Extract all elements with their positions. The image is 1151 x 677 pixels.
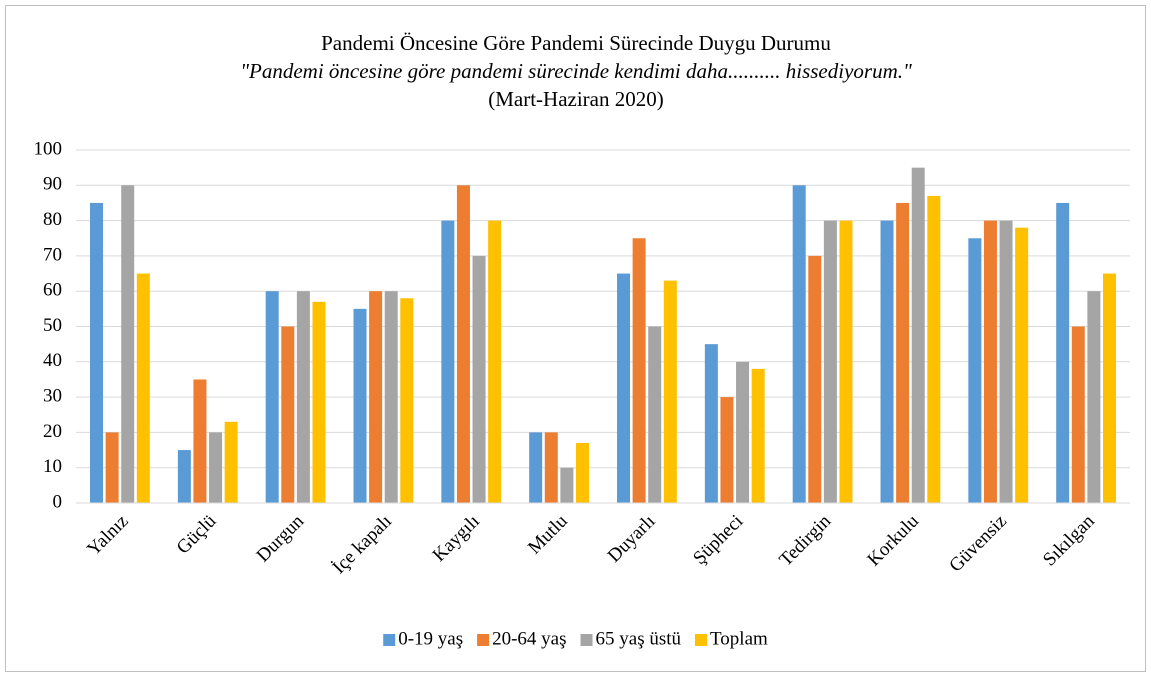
bar (488, 220, 502, 503)
bar (224, 421, 238, 503)
bar (663, 280, 677, 503)
bar (823, 220, 837, 503)
legend-swatch (383, 634, 396, 646)
bar (193, 379, 207, 503)
bar (704, 344, 718, 503)
bar (736, 361, 750, 503)
legend-label: 20-64 yaş (492, 628, 566, 649)
bar (1102, 273, 1116, 503)
y-tick-label: 10 (43, 456, 62, 477)
bar (265, 291, 279, 503)
bar (1056, 202, 1070, 503)
chart-border (5, 5, 1146, 672)
y-tick-label: 40 (43, 350, 62, 371)
bar (751, 368, 765, 503)
bar (1071, 326, 1085, 503)
legend-swatch (695, 634, 708, 646)
bar (353, 308, 367, 503)
bar (121, 185, 135, 504)
y-tick-label: 90 (43, 174, 62, 195)
y-tick-label: 0 (53, 491, 63, 512)
bar (983, 220, 997, 503)
bar (544, 432, 558, 503)
legend-swatch (477, 634, 490, 646)
bar (312, 301, 326, 503)
bar (369, 291, 383, 503)
bar (927, 195, 941, 503)
y-tick-label: 20 (43, 421, 62, 442)
y-tick-label: 100 (34, 138, 63, 159)
chart-subtitle: "Pandemi öncesine göre pandemi sürecinde… (240, 59, 912, 83)
bar (617, 273, 631, 503)
y-tick-label: 60 (43, 280, 62, 301)
bar (529, 432, 543, 503)
bar (177, 450, 191, 503)
bar (792, 185, 806, 504)
bar (456, 185, 470, 504)
legend: 0-19 yaş 20-64 yaş 65 yaş üstü Toplam (383, 628, 768, 649)
bar (968, 238, 982, 503)
bar (999, 220, 1013, 503)
legend-label: 0-19 yaş (398, 628, 463, 649)
bar (632, 238, 646, 503)
bar (400, 298, 414, 503)
legend-swatch (580, 634, 593, 646)
y-tick-label: 70 (43, 244, 62, 265)
bar (896, 202, 910, 503)
bar (105, 432, 119, 503)
bar (648, 326, 662, 503)
bar (1015, 227, 1029, 503)
bar (1087, 291, 1101, 503)
chart-title: Pandemi Öncesine Göre Pandemi Sürecinde … (321, 31, 831, 55)
y-tick-label: 80 (43, 209, 62, 230)
bar (560, 467, 574, 503)
bar (90, 202, 104, 503)
bar (839, 220, 853, 503)
bar (575, 442, 589, 503)
bar (136, 273, 150, 503)
chart-period: (Mart-Haziran 2020) (488, 87, 664, 111)
legend-label: 65 yaş üstü (596, 628, 682, 649)
bar (296, 291, 310, 503)
legend-label: Toplam (710, 628, 768, 649)
bar (911, 167, 925, 503)
y-tick-label: 30 (43, 385, 62, 406)
bar (281, 326, 295, 503)
bar (808, 255, 822, 503)
bar (384, 291, 398, 503)
bar (209, 432, 223, 503)
bar (441, 220, 455, 503)
bar (720, 397, 734, 503)
bar (472, 255, 486, 503)
y-tick-label: 50 (43, 315, 62, 336)
bar (880, 220, 894, 503)
